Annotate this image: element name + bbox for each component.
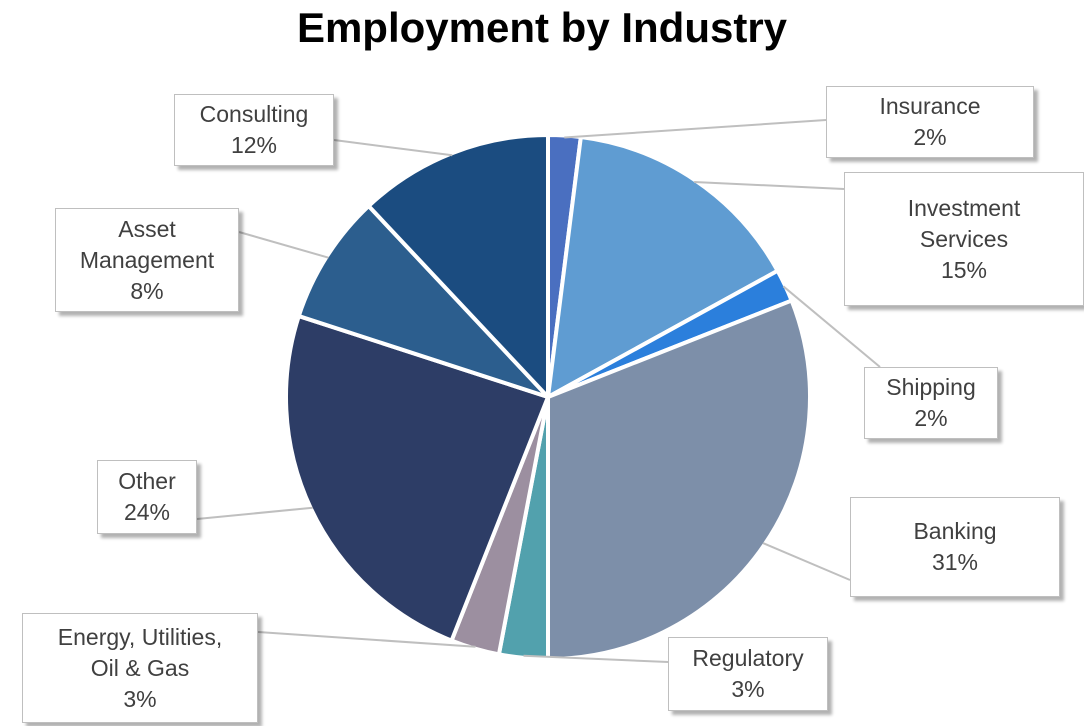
data-label-investment-services: Investment Services 15% bbox=[844, 172, 1084, 306]
data-label-percent: 12% bbox=[230, 132, 278, 158]
data-label-percent: 24% bbox=[123, 499, 171, 525]
leader-line-shipping bbox=[782, 285, 881, 368]
data-label-text: Consulting 12% bbox=[200, 99, 309, 161]
data-label-percent: 2% bbox=[914, 405, 948, 431]
leader-line-regulatory bbox=[523, 654, 669, 663]
leader-line-energy-utilities-oil-gas bbox=[257, 631, 476, 648]
data-label-other: Other 24% bbox=[97, 460, 197, 534]
leader-line-asset-management bbox=[238, 231, 329, 259]
data-label-text: Insurance 2% bbox=[879, 91, 980, 153]
leader-line-investment-services bbox=[694, 181, 845, 190]
leader-line-other bbox=[196, 506, 313, 520]
data-label-shipping: Shipping 2% bbox=[864, 367, 998, 439]
data-label-consulting: Consulting 12% bbox=[174, 94, 334, 166]
data-label-text: Regulatory 3% bbox=[692, 643, 803, 705]
data-label-text: Other 24% bbox=[118, 466, 176, 528]
leader-line-banking bbox=[762, 542, 851, 581]
data-label-percent: 3% bbox=[123, 685, 157, 712]
data-label-percent: 15% bbox=[940, 256, 988, 283]
pie-slice-investment-services bbox=[546, 135, 780, 399]
data-label-percent: 31% bbox=[931, 549, 979, 575]
data-label-regulatory: Regulatory 3% bbox=[668, 637, 828, 711]
data-label-text: Asset Management 8% bbox=[80, 214, 214, 307]
data-label-asset-management: Asset Management 8% bbox=[55, 208, 239, 312]
chart-title: Employment by Industry bbox=[296, 4, 788, 51]
data-label-text: Investment Services 15% bbox=[908, 193, 1021, 286]
leader-line-insurance bbox=[564, 119, 827, 139]
leader-line-consulting bbox=[333, 139, 453, 157]
data-label-text: Shipping 2% bbox=[886, 372, 976, 434]
data-label-percent: 3% bbox=[731, 676, 765, 702]
data-label-insurance: Insurance 2% bbox=[826, 86, 1034, 158]
data-label-text: Banking 31% bbox=[913, 516, 996, 578]
data-label-percent: 8% bbox=[130, 277, 164, 304]
data-label-banking: Banking 31% bbox=[850, 497, 1060, 597]
pie-slice-consulting bbox=[366, 133, 550, 399]
data-label-text: Energy, Utilities, Oil & Gas 3% bbox=[58, 622, 222, 715]
data-label-percent: 2% bbox=[913, 124, 947, 150]
data-label-energy-utilities-oil-gas: Energy, Utilities, Oil & Gas 3% bbox=[22, 613, 258, 723]
